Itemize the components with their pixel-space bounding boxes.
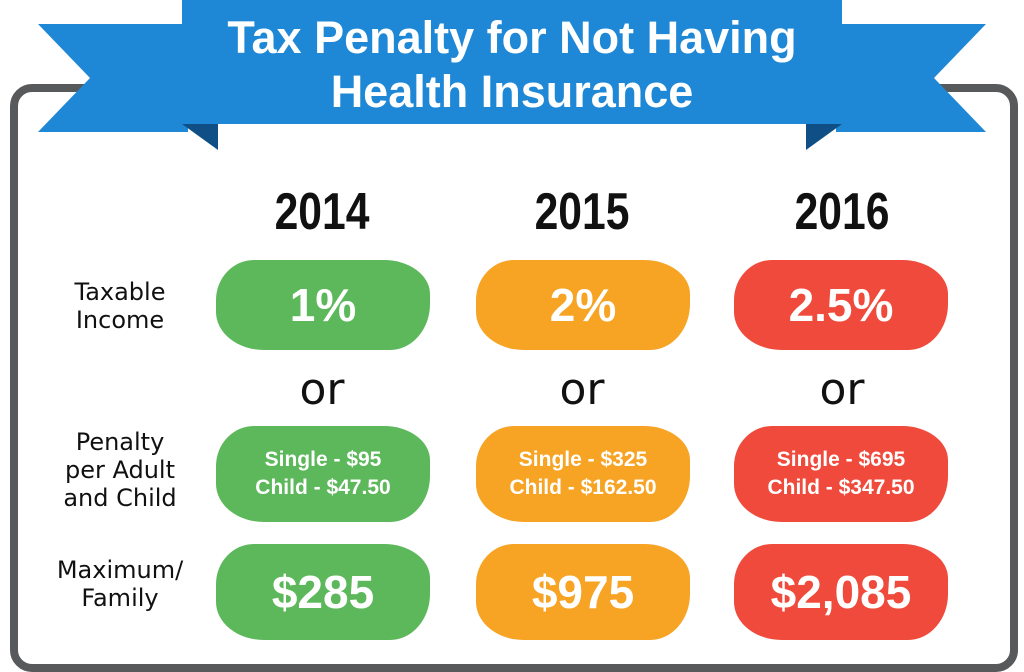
penalty-pill-2016: Single - $695 Child - $347.50 (734, 426, 948, 522)
title-ribbon (38, 0, 986, 150)
rate-value: 2% (549, 279, 617, 331)
title-line-2: Health Insurance (330, 66, 694, 117)
penalty-child: Child - $162.50 (509, 476, 657, 499)
title-line-1: Tax Penalty for Not Having (227, 12, 797, 63)
row-label-line: Maximum/ (56, 556, 184, 584)
row-label-line: Income (75, 306, 165, 334)
penalty-pill-2014: Single - $95 Child - $47.50 (216, 426, 430, 522)
rate-value: 1% (289, 279, 357, 331)
maximum-pill-2014: $285 (216, 544, 430, 640)
row-label-line: per Adult (64, 456, 175, 484)
rate-pill-2014: 1% (216, 260, 430, 350)
penalty-pill-2015: Single - $325 Child - $162.50 (476, 426, 690, 522)
penalty-child: Child - $347.50 (767, 476, 915, 499)
row-label-line: and Child (63, 484, 177, 512)
penalty-single: Single - $95 (264, 448, 382, 471)
rate-pill-2016: 2.5% (734, 260, 948, 350)
maximum-pill-2015: $975 (476, 544, 690, 640)
or-separator-2016: or (819, 364, 865, 415)
penalty-child: Child - $47.50 (255, 476, 391, 499)
rate-value: 2.5% (788, 279, 894, 331)
row-label-penalty: Penalty per Adult and Child (22, 428, 218, 512)
maximum-pill-2016: $2,085 (734, 544, 948, 640)
row-label-line: Family (81, 584, 159, 612)
row-label-line: Taxable (74, 278, 166, 306)
row-label-taxable-income: Taxable Income (22, 278, 218, 334)
maximum-value: $2,085 (770, 566, 912, 618)
year-header-2015: 2015 (534, 183, 630, 241)
maximum-value: $975 (531, 566, 635, 618)
row-label-maximum-family: Maximum/ Family (22, 556, 218, 612)
year-header-2014: 2014 (274, 183, 370, 241)
or-separator-2014: or (299, 364, 345, 415)
year-header-2016: 2016 (794, 183, 890, 241)
maximum-value: $285 (271, 566, 375, 618)
rate-pill-2015: 2% (476, 260, 690, 350)
page-title: Tax Penalty for Not Having Health Insura… (182, 6, 842, 124)
penalty-single: Single - $325 (518, 448, 648, 471)
or-separator-2015: or (559, 364, 605, 415)
penalty-single: Single - $695 (776, 448, 906, 471)
row-label-line: Penalty (75, 428, 165, 456)
